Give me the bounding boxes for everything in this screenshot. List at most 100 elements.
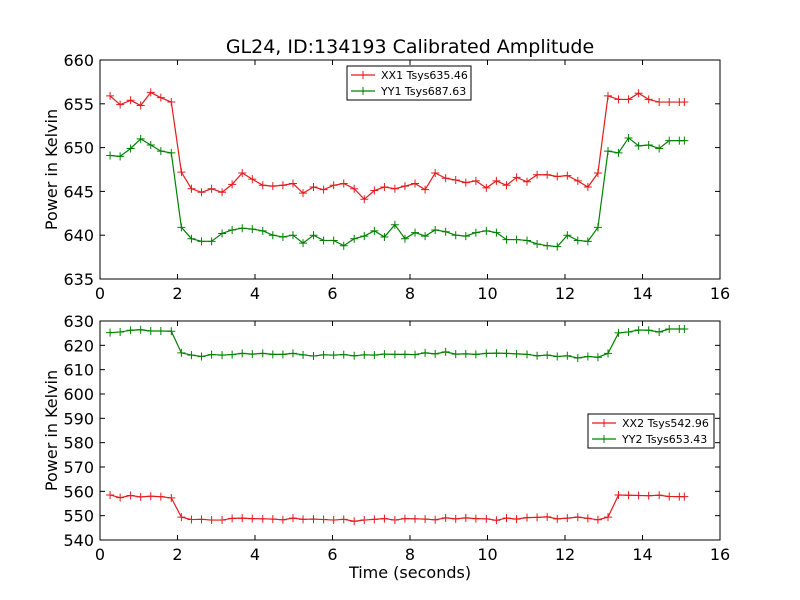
data-point <box>360 195 369 204</box>
legend: XX2 Tsys542.96 YY2 Tsys653.43 <box>587 413 715 449</box>
data-point <box>543 512 552 521</box>
data-point <box>492 176 501 185</box>
x-tick-label: 10 <box>477 545 497 564</box>
data-point <box>248 225 257 234</box>
data-point <box>441 227 450 236</box>
data-point <box>197 188 206 197</box>
data-point <box>471 176 480 185</box>
data-point <box>156 93 165 102</box>
data-point <box>136 134 145 143</box>
y-tick-label: 620 <box>63 336 94 355</box>
data-point <box>238 169 247 178</box>
data-point <box>624 133 633 142</box>
data-point <box>167 98 176 107</box>
data-point <box>116 100 125 109</box>
data-point <box>533 170 542 179</box>
data-point <box>319 185 328 194</box>
data-point <box>126 491 135 500</box>
data-point <box>177 168 186 177</box>
data-point <box>533 239 542 248</box>
data-point <box>451 231 460 240</box>
data-point <box>624 95 633 104</box>
data-point <box>512 515 521 524</box>
data-point <box>106 151 115 160</box>
data-point <box>116 327 125 336</box>
data-point <box>451 350 460 359</box>
data-point <box>411 228 420 237</box>
data-point <box>680 325 689 334</box>
data-point <box>360 350 369 359</box>
data-point <box>680 136 689 145</box>
data-point <box>665 325 674 334</box>
data-point <box>634 326 643 335</box>
data-point <box>370 186 379 195</box>
data-point <box>238 514 247 523</box>
y-tick-label: 570 <box>63 458 94 477</box>
x-tick-label: 4 <box>250 284 260 303</box>
data-point <box>106 91 115 100</box>
data-point <box>543 351 552 360</box>
data-point <box>411 514 420 523</box>
data-point <box>543 241 552 250</box>
data-point <box>573 236 582 245</box>
data-point <box>604 147 613 156</box>
data-point <box>309 231 318 240</box>
data-point <box>665 492 674 501</box>
chart-title: GL24, ID:134193 Calibrated Amplitude <box>226 36 594 58</box>
data-point <box>431 225 440 234</box>
data-point <box>680 492 689 501</box>
data-point <box>156 147 165 156</box>
data-point <box>573 176 582 185</box>
y-axis-label: Power in Kelvin <box>42 370 61 491</box>
data-point <box>583 237 592 246</box>
data-point <box>228 225 237 234</box>
data-point <box>553 242 562 251</box>
data-point <box>268 182 277 191</box>
data-point <box>512 173 521 182</box>
data-point <box>177 223 186 232</box>
bottom-chart: 0 2 4 6 8 10 12 14 16 540 550 560 570 580 590 600 610 620… <box>42 312 730 582</box>
data-point <box>482 514 491 523</box>
data-point <box>421 348 430 357</box>
data-point <box>360 232 369 241</box>
data-point <box>533 513 542 522</box>
data-point <box>350 184 359 193</box>
data-point <box>451 176 460 185</box>
data-point <box>278 350 287 359</box>
data-point <box>655 327 664 336</box>
data-point <box>502 181 511 190</box>
data-point <box>167 327 176 336</box>
data-point <box>543 170 552 179</box>
data-point <box>441 513 450 522</box>
data-point <box>614 490 623 499</box>
x-tick-label: 16 <box>710 284 730 303</box>
data-point <box>309 515 318 524</box>
data-point <box>207 350 216 359</box>
data-point <box>655 144 664 153</box>
data-point <box>380 232 389 241</box>
y-tick-label: 660 <box>63 51 94 70</box>
data-point <box>482 226 491 235</box>
data-point <box>319 236 328 245</box>
data-point <box>655 491 664 500</box>
data-point <box>471 228 480 237</box>
data-point <box>136 101 145 110</box>
data-point <box>400 182 409 191</box>
y-tick-label: 650 <box>63 139 94 158</box>
x-tick-label: 4 <box>250 545 260 564</box>
x-tick-label: 8 <box>405 545 415 564</box>
data-point <box>634 141 643 150</box>
data-point <box>339 179 348 188</box>
data-point <box>583 352 592 361</box>
data-point <box>278 515 287 524</box>
data-point <box>350 517 359 526</box>
legend-marker <box>359 71 367 79</box>
data-point <box>492 349 501 358</box>
data-point <box>421 185 430 194</box>
data-point <box>390 220 399 229</box>
data-point <box>644 95 653 104</box>
data-point <box>248 514 257 523</box>
data-point <box>350 351 359 360</box>
x-tick-label: 12 <box>555 284 575 303</box>
